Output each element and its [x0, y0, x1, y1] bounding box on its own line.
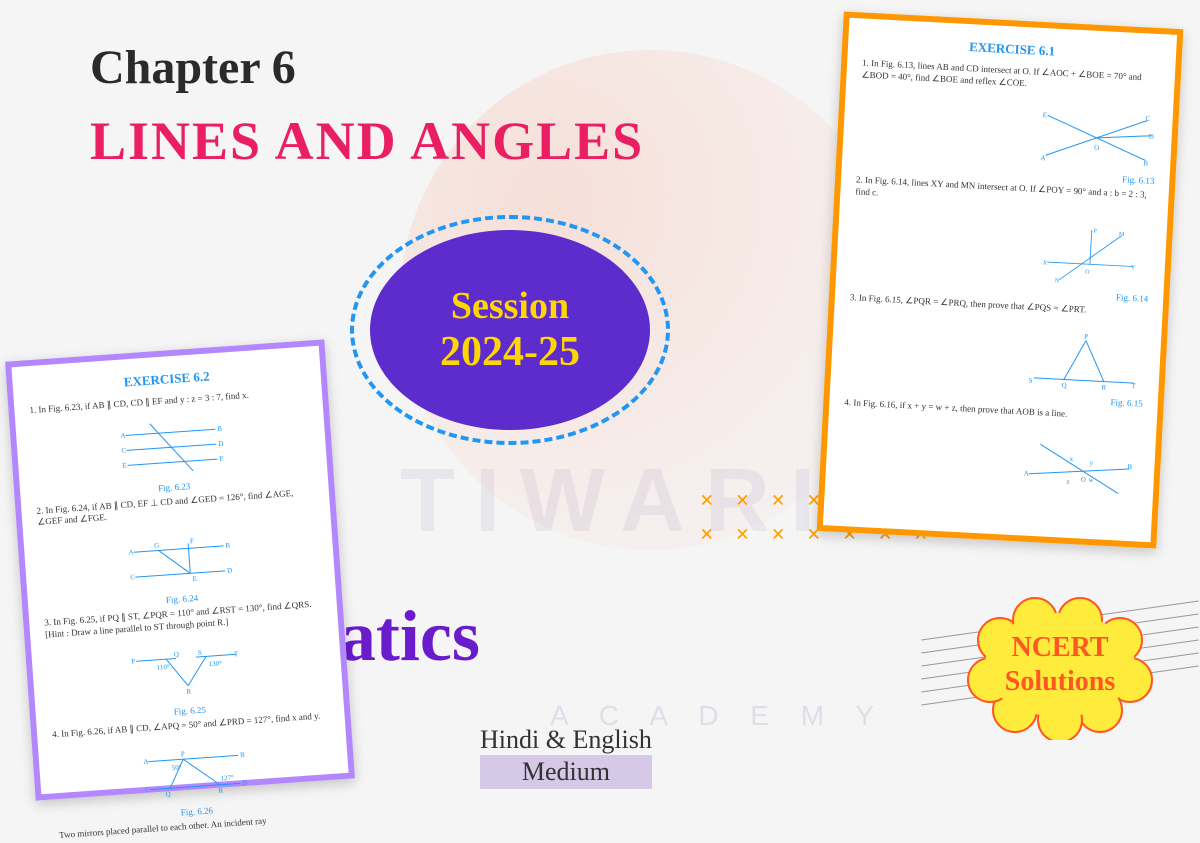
- figure-6-23: A B C D E F: [109, 413, 233, 481]
- svg-text:F: F: [219, 454, 224, 462]
- svg-text:S: S: [198, 649, 203, 657]
- svg-text:G: G: [154, 541, 160, 549]
- medium-label: Hindi & English Medium: [480, 725, 652, 789]
- session-badge: Session 2024-25: [370, 230, 650, 430]
- svg-text:P: P: [1093, 228, 1097, 234]
- svg-text:127°: 127°: [220, 774, 234, 783]
- svg-text:B: B: [217, 424, 223, 432]
- svg-text:D: D: [218, 439, 224, 447]
- svg-text:N: N: [1055, 278, 1060, 284]
- svg-text:F: F: [190, 537, 195, 545]
- figure-6-24: A B C D F G E: [117, 525, 241, 593]
- medium-line2: Medium: [480, 755, 652, 789]
- svg-text:w: w: [1088, 476, 1094, 484]
- medium-line1: Hindi & English: [480, 725, 652, 755]
- svg-text:M: M: [1119, 231, 1125, 237]
- ncert-line1: NCERT: [1011, 632, 1108, 663]
- svg-text:Y: Y: [1131, 265, 1136, 271]
- chapter-number: Chapter 6: [90, 40, 296, 95]
- svg-text:Q: Q: [174, 651, 180, 659]
- exercise-page-6-2: EXERCISE 6.2 1. In Fig. 6.23, if AB ∥ CD…: [5, 339, 355, 800]
- svg-text:C: C: [130, 573, 136, 581]
- svg-text:Q: Q: [165, 790, 171, 798]
- svg-text:B: B: [225, 541, 231, 549]
- ncert-line2: Solutions: [1005, 666, 1116, 697]
- svg-text:R: R: [186, 688, 192, 696]
- svg-text:B: B: [240, 751, 246, 759]
- ncert-badge: NCERT Solutions: [960, 590, 1160, 740]
- svg-text:S: S: [1029, 377, 1033, 385]
- figure-6-26: A B C D P Q R 50° 127°: [132, 738, 256, 806]
- ncert-text: NCERT Solutions: [1005, 631, 1116, 698]
- svg-text:A: A: [1024, 470, 1029, 478]
- svg-text:130°: 130°: [208, 660, 222, 669]
- svg-text:x: x: [1070, 455, 1074, 463]
- svg-text:T: T: [234, 651, 240, 659]
- session-year: 2024-25: [440, 328, 580, 376]
- svg-text:D: D: [242, 779, 248, 787]
- svg-text:y: y: [1089, 459, 1093, 467]
- figure-6-14: X Y M N P O: [1029, 222, 1152, 288]
- svg-text:B: B: [1127, 463, 1132, 471]
- exercise-page-6-1: EXERCISE 6.1 1. In Fig. 6.13, lines AB a…: [817, 11, 1184, 548]
- svg-text:P: P: [181, 750, 186, 758]
- svg-text:P: P: [1084, 333, 1088, 341]
- svg-text:E: E: [1042, 111, 1047, 119]
- svg-text:z: z: [1066, 478, 1070, 486]
- svg-text:R: R: [1101, 384, 1106, 392]
- svg-text:O: O: [1085, 269, 1090, 275]
- figure-6-13: A C E B D O: [1035, 105, 1158, 171]
- svg-text:C: C: [145, 786, 151, 794]
- svg-text:P: P: [131, 658, 136, 666]
- svg-text:O: O: [1080, 476, 1085, 484]
- svg-text:A: A: [120, 431, 126, 439]
- svg-text:D: D: [1148, 133, 1153, 141]
- session-label: Session: [451, 284, 569, 328]
- svg-text:E: E: [122, 461, 127, 469]
- svg-text:50°: 50°: [172, 763, 183, 772]
- svg-text:X: X: [1043, 260, 1048, 266]
- svg-text:110°: 110°: [157, 663, 171, 672]
- svg-text:A: A: [1040, 154, 1045, 162]
- svg-text:T: T: [1131, 382, 1136, 390]
- chapter-title: LINES AND ANGLES: [90, 110, 644, 172]
- figure-6-16: A B Ox y w z: [1018, 433, 1141, 499]
- svg-text:D: D: [227, 566, 233, 574]
- svg-text:C: C: [121, 446, 127, 454]
- svg-text:R: R: [218, 787, 224, 795]
- svg-text:E: E: [192, 575, 197, 583]
- question-1: 1. In Fig. 6.13, lines AB and CD interse…: [861, 57, 1160, 96]
- svg-text:O: O: [1094, 144, 1099, 152]
- figure-6-25: P Q S T R 110° 130°: [125, 637, 249, 705]
- svg-text:A: A: [143, 758, 149, 766]
- svg-text:A: A: [128, 548, 134, 556]
- svg-text:B: B: [1143, 160, 1148, 168]
- svg-text:C: C: [1145, 115, 1150, 123]
- figure-6-15: P S Q R T: [1023, 328, 1146, 394]
- svg-text:Q: Q: [1061, 382, 1066, 390]
